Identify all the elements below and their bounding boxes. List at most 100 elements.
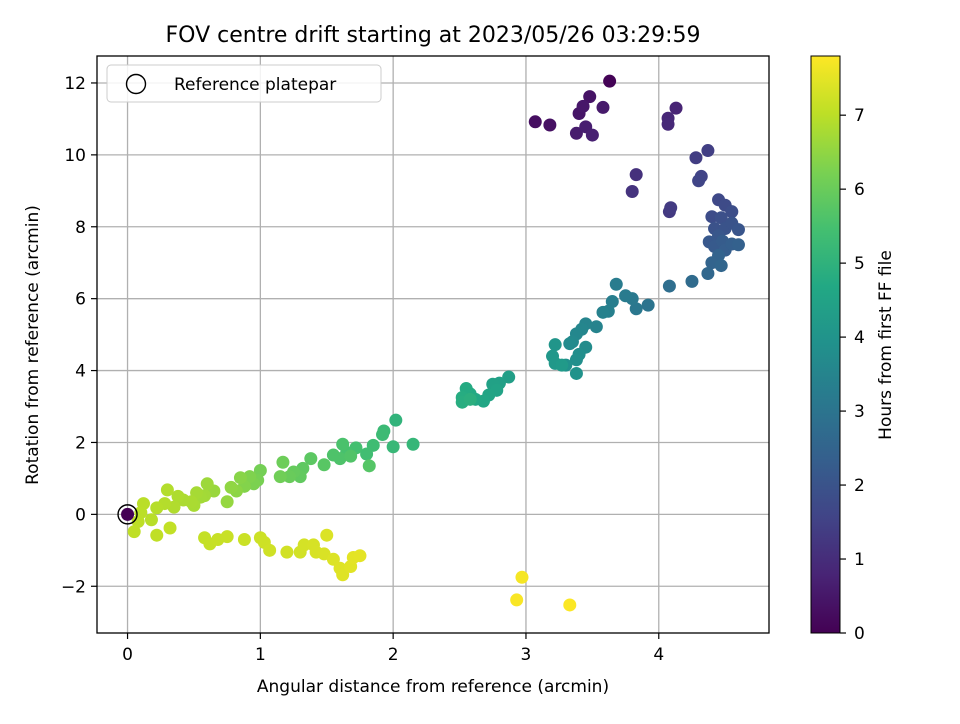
legend-reference-marker bbox=[125, 73, 147, 95]
colorbar-tick-label: 1 bbox=[854, 550, 865, 570]
y-tick-label: 12 bbox=[64, 74, 86, 94]
data-point bbox=[701, 266, 715, 280]
data-point bbox=[171, 489, 185, 503]
data-point bbox=[555, 358, 569, 372]
data-point bbox=[583, 90, 597, 104]
data-point bbox=[689, 151, 703, 165]
data-point bbox=[661, 117, 675, 131]
y-tick-label: 8 bbox=[75, 218, 86, 238]
colorbar-tick-label: 5 bbox=[854, 254, 865, 274]
data-point bbox=[664, 201, 678, 215]
colorbar-ticks: 0 1 2 3 4 5 6 7 bbox=[840, 106, 865, 644]
data-point bbox=[669, 101, 683, 115]
data-point bbox=[336, 437, 350, 451]
data-point bbox=[569, 126, 583, 140]
data-point bbox=[163, 521, 177, 535]
data-point bbox=[563, 598, 577, 612]
grid bbox=[97, 56, 769, 633]
data-point bbox=[731, 223, 745, 237]
colorbar-gradient bbox=[810, 55, 841, 634]
data-point bbox=[389, 413, 403, 427]
data-point bbox=[662, 279, 676, 293]
reference-marker bbox=[117, 504, 138, 525]
data-point bbox=[725, 205, 739, 219]
data-point bbox=[569, 366, 583, 380]
data-point bbox=[333, 452, 347, 466]
data-point bbox=[344, 449, 358, 463]
y-tick-label: 4 bbox=[75, 362, 86, 382]
data-point bbox=[304, 452, 318, 466]
data-point bbox=[353, 549, 367, 563]
y-tick-label: 2 bbox=[75, 433, 86, 453]
data-point bbox=[714, 259, 728, 273]
data-point bbox=[360, 447, 374, 461]
data-point bbox=[515, 570, 529, 584]
colorbar-tick-label: 3 bbox=[854, 402, 865, 422]
data-point bbox=[336, 568, 350, 582]
data-point bbox=[220, 530, 234, 544]
y-tick-label: −2 bbox=[61, 577, 86, 597]
data-point bbox=[563, 337, 577, 351]
data-point bbox=[362, 459, 376, 473]
data-point bbox=[297, 538, 311, 552]
data-point bbox=[692, 174, 706, 188]
data-point bbox=[283, 470, 297, 484]
data-point bbox=[386, 440, 400, 454]
data-point bbox=[714, 211, 728, 225]
data-point bbox=[685, 274, 699, 288]
data-point bbox=[237, 533, 251, 547]
plot-frame bbox=[96, 55, 770, 634]
data-point bbox=[619, 289, 633, 303]
data-point bbox=[596, 100, 610, 114]
data-point bbox=[510, 593, 524, 607]
reference-marker-layer bbox=[117, 504, 138, 525]
data-point bbox=[200, 477, 214, 491]
data-point bbox=[629, 168, 643, 182]
data-point bbox=[641, 298, 655, 312]
data-point bbox=[233, 471, 247, 485]
colorbar: 0 1 2 3 4 5 6 7 Hours from first FF file bbox=[810, 55, 896, 644]
data-point bbox=[596, 305, 610, 319]
x-tick-label: 1 bbox=[255, 645, 266, 665]
x-axis-ticks: 0 1 2 3 4 bbox=[122, 633, 664, 665]
x-tick-label: 0 bbox=[122, 645, 133, 665]
data-point bbox=[280, 545, 294, 559]
colorbar-tick-label: 7 bbox=[854, 106, 865, 126]
data-point bbox=[548, 338, 562, 352]
data-point bbox=[160, 483, 174, 497]
x-tick-label: 3 bbox=[521, 645, 532, 665]
data-point bbox=[543, 118, 557, 132]
data-point bbox=[320, 528, 334, 542]
data-point bbox=[731, 238, 745, 252]
data-point bbox=[585, 128, 599, 142]
data-point bbox=[144, 513, 158, 527]
data-point bbox=[127, 525, 141, 539]
legend: Reference platepar bbox=[106, 64, 382, 103]
colorbar-label: Hours from first FF file bbox=[876, 250, 896, 440]
data-point bbox=[376, 428, 390, 442]
data-point bbox=[131, 515, 145, 529]
y-tick-label: 10 bbox=[64, 146, 86, 166]
y-axis-label: Rotation from reference (arcmin) bbox=[23, 205, 43, 485]
data-points bbox=[127, 74, 745, 612]
data-point bbox=[150, 501, 164, 515]
colorbar-tick-label: 6 bbox=[854, 180, 865, 200]
data-point bbox=[263, 543, 277, 557]
data-point bbox=[576, 99, 590, 113]
chart-title: FOV centre drift starting at 2023/05/26 … bbox=[166, 23, 701, 48]
data-point bbox=[220, 495, 234, 509]
data-point bbox=[589, 320, 603, 334]
y-axis-ticks: −2 0 2 4 6 8 10 12 bbox=[61, 74, 97, 597]
data-point bbox=[629, 302, 643, 316]
data-point bbox=[625, 185, 639, 199]
colorbar-tick-label: 0 bbox=[854, 624, 865, 644]
data-point bbox=[273, 470, 287, 484]
data-point bbox=[406, 437, 420, 451]
data-point bbox=[463, 392, 477, 406]
data-point bbox=[150, 528, 164, 542]
data-point bbox=[701, 144, 715, 158]
x-axis-label: Angular distance from reference (arcmin) bbox=[257, 677, 609, 697]
reference-point bbox=[121, 507, 135, 521]
colorbar-tick-label: 2 bbox=[854, 476, 865, 496]
data-point bbox=[609, 277, 623, 291]
